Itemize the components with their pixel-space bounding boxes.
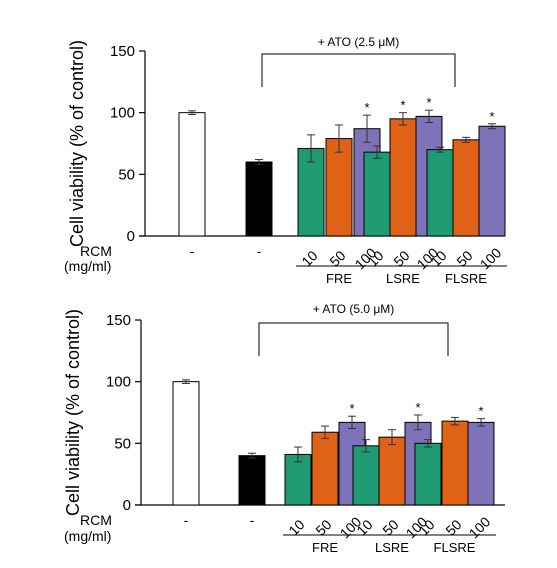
- bar: [414, 442, 442, 506]
- y-tick-label: 150: [110, 43, 135, 60]
- treatment-annotation: + ATO (2.5 μM): [318, 35, 400, 49]
- y-axis-label: Cell viability (% of control): [63, 309, 83, 516]
- y-tick-label: 0: [127, 228, 135, 245]
- y-axis-label: Cell viability (% of control): [67, 40, 87, 247]
- y-tick-label: 50: [114, 435, 131, 452]
- bar: [178, 112, 206, 237]
- y-tick-label: 50: [118, 166, 135, 183]
- bar: [325, 138, 353, 237]
- y-tick-label: 100: [110, 105, 135, 122]
- x-tick-label: 100: [466, 513, 494, 541]
- significance-marker: *: [349, 401, 354, 416]
- bar: [311, 431, 339, 506]
- y-tick-label: 0: [123, 497, 131, 514]
- x-axis-label-rcm: RCM: [80, 243, 112, 259]
- treatment-bracket: [258, 322, 449, 356]
- significance-marker: *: [364, 100, 369, 115]
- bar: [297, 147, 325, 237]
- x-axis-label-unit: (mg/ml): [64, 528, 111, 544]
- group-label: LSRE: [375, 540, 409, 555]
- bar: [467, 421, 495, 506]
- significance-marker: *: [415, 400, 420, 415]
- chart-panel-bottom: 0 50 100 150 Cell viability (% of control) - -…: [63, 302, 505, 555]
- x-tick-label: 100: [477, 244, 505, 272]
- chart-panel-top: 0 50 100 150 Cell viability (% of control) - -…: [64, 35, 507, 286]
- bar: [245, 161, 273, 237]
- bar: [172, 381, 200, 506]
- treatment-bracket: [261, 53, 456, 87]
- significance-marker: *: [426, 95, 431, 110]
- bar: [441, 420, 469, 506]
- x-tick-label: -: [257, 243, 262, 259]
- bar: [389, 118, 417, 237]
- group-label: FLSRE: [434, 540, 476, 555]
- group-label: FLSRE: [445, 271, 487, 286]
- significance-marker: *: [400, 98, 405, 113]
- y-tick-label: 150: [106, 312, 131, 329]
- bar: [452, 139, 480, 237]
- group-label: FRE: [326, 271, 352, 286]
- bar: [426, 149, 454, 237]
- bar: [284, 453, 312, 506]
- group-label: LSRE: [386, 271, 420, 286]
- group-label: FRE: [312, 540, 338, 555]
- x-tick-label: -: [190, 243, 195, 259]
- y-tick-label: 100: [106, 374, 131, 391]
- significance-marker: *: [478, 404, 483, 419]
- x-tick-label: -: [250, 512, 255, 528]
- significance-marker: *: [489, 109, 494, 124]
- bar: [478, 125, 506, 237]
- x-axis-label-rcm: RCM: [80, 512, 112, 528]
- bar: [352, 445, 380, 506]
- bar: [378, 436, 406, 506]
- bar: [238, 455, 266, 506]
- x-tick-label: -: [184, 512, 189, 528]
- treatment-annotation: + ATO (5.0 μM): [313, 302, 395, 316]
- x-axis-label-unit: (mg/ml): [64, 258, 111, 274]
- bar: [363, 151, 391, 237]
